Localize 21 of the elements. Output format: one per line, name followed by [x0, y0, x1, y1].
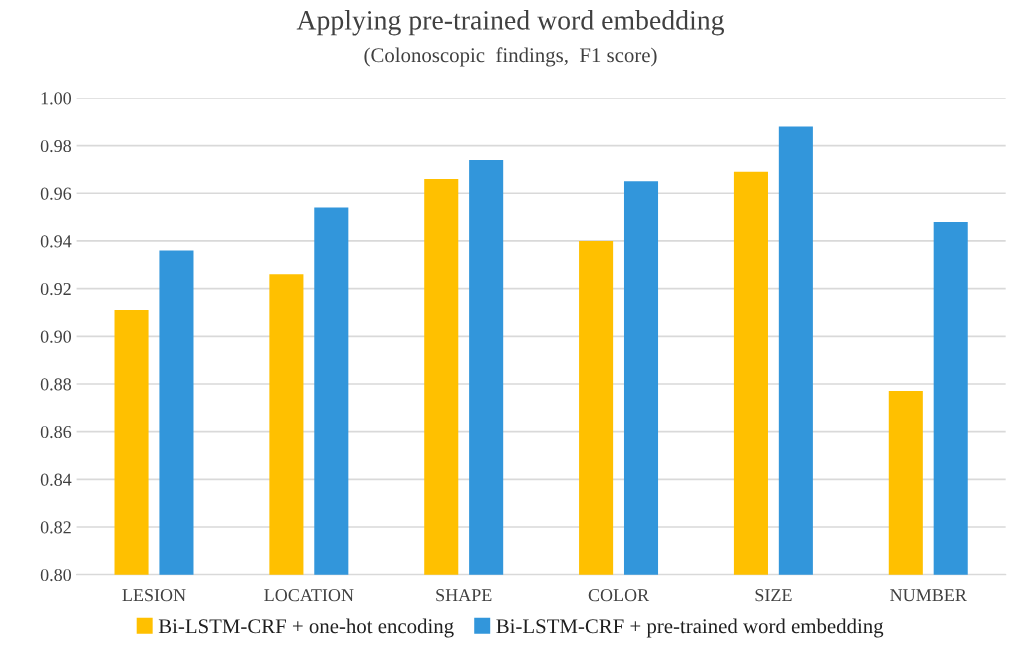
y-tick-label: 0.88 — [40, 378, 72, 391]
y-tick-label: 0.94 — [40, 235, 72, 248]
y-tick-label: 1.00 — [41, 92, 72, 105]
x-tick-label: NUMBER — [890, 589, 967, 602]
x-tick-label: SHAPE — [436, 589, 492, 602]
x-tick-label: LOCATION — [264, 589, 354, 602]
x-tick-label: LESION — [122, 589, 186, 602]
y-tick-label: 0.86 — [40, 425, 72, 439]
y-tick-label: 0.96 — [40, 187, 72, 200]
y-tick-label: 0.90 — [40, 330, 72, 343]
x-tick-label: SIZE — [755, 589, 792, 602]
y-tick-label: 0.98 — [40, 139, 72, 153]
legend-label: Bi-LSTM-CRF + pre-trained word embedding — [496, 618, 884, 638]
y-tick-label: 0.92 — [40, 282, 71, 296]
legend-label: Bi-LSTM-CRF + one-hot encoding — [158, 618, 454, 638]
chart-subtitle: (Colonoscopic findings, F1 score) — [364, 47, 657, 67]
y-tick-label: 0.84 — [40, 473, 72, 486]
y-tick-label: 0.82 — [40, 521, 71, 534]
x-tick-label: COLOR — [588, 589, 650, 602]
chart-title: Applying pre-trained word embedding — [296, 10, 725, 36]
y-tick-label: 0.80 — [40, 568, 72, 582]
